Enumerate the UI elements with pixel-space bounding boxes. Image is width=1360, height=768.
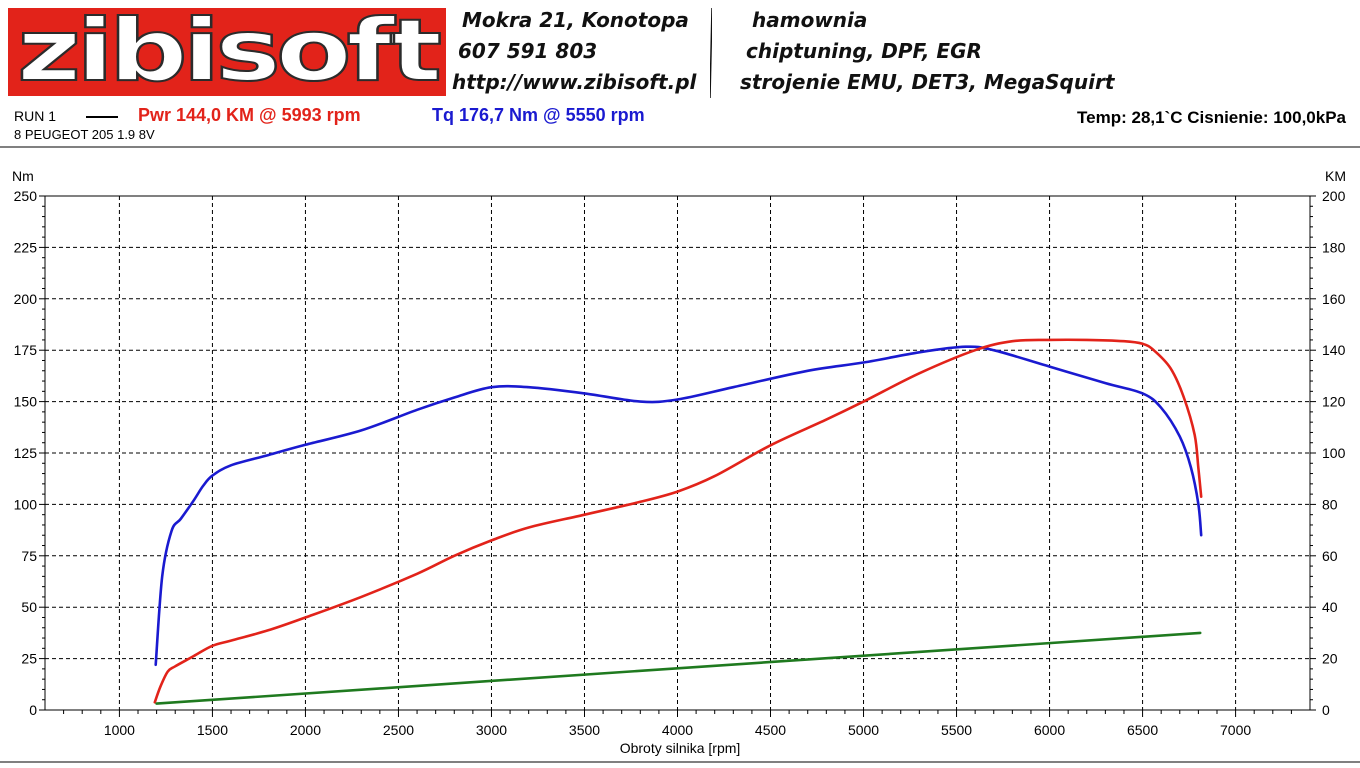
series-tq-line bbox=[154, 345, 1203, 667]
x-tick-label: 2500 bbox=[383, 722, 414, 738]
y-left-tick-label: 25 bbox=[21, 651, 37, 667]
x-tick-label: 1500 bbox=[197, 722, 228, 738]
y-left-tick-label: 175 bbox=[14, 342, 38, 358]
y-right-tick-label: 160 bbox=[1322, 291, 1346, 307]
y-right-tick-label: 180 bbox=[1322, 239, 1346, 255]
service-tuning-text: strojenie EMU, DET3, MegaSquirt bbox=[740, 70, 1115, 94]
y-right-tick-label: 20 bbox=[1322, 651, 1338, 667]
service-dyno-text: hamownia bbox=[752, 8, 868, 32]
run-label: RUN 1 bbox=[14, 108, 57, 124]
x-tick-label: 6000 bbox=[1034, 722, 1065, 738]
power-summary: Pwr 144,0 KM @ 5993 rpm bbox=[138, 105, 361, 125]
y-axis-left-label: Nm bbox=[12, 168, 34, 184]
logo-lettering: zibisoft bbox=[16, 8, 446, 96]
x-tick-label: 2000 bbox=[290, 722, 321, 738]
y-right-tick-label: 200 bbox=[1322, 188, 1346, 204]
x-tick-label: 3500 bbox=[569, 722, 600, 738]
x-tick-label: 6500 bbox=[1127, 722, 1158, 738]
header-divider bbox=[710, 8, 712, 98]
y-left-tick-label: 50 bbox=[21, 599, 37, 615]
y-right-tick-label: 120 bbox=[1322, 394, 1346, 410]
y-right-tick-label: 60 bbox=[1322, 548, 1338, 564]
axis-ticks: 1000 1500 2000 2500 3000 3500 4000 4500 5000 5500… bbox=[14, 188, 1346, 738]
series-layer bbox=[153, 338, 1203, 705]
series-2-line bbox=[155, 631, 1202, 705]
phone-text: 607 591 803 bbox=[458, 39, 598, 63]
y-left-tick-label: 75 bbox=[21, 548, 37, 564]
run-legend-line bbox=[86, 116, 118, 118]
torque-summary: Tq 176,7 Nm @ 5550 rpm bbox=[432, 105, 645, 125]
environment-summary: Temp: 28,1`C Cisnienie: 100,0kPa bbox=[1077, 108, 1346, 127]
website-link[interactable]: http://www.zibisoft.pl bbox=[452, 70, 697, 94]
y-left-tick-label: 200 bbox=[14, 291, 38, 307]
y-right-tick-label: 40 bbox=[1322, 599, 1338, 615]
x-tick-label: 1000 bbox=[104, 722, 135, 738]
series-pwr-line bbox=[153, 338, 1203, 704]
zibisoft-logo: zibisoft bbox=[8, 8, 446, 96]
x-tick-label: 5000 bbox=[848, 722, 879, 738]
y-right-tick-label: 0 bbox=[1322, 702, 1330, 718]
address-text: Mokra 21, Konotopa bbox=[462, 8, 689, 32]
y-left-tick-label: 0 bbox=[29, 702, 37, 718]
x-tick-label: 3000 bbox=[476, 722, 507, 738]
y-left-tick-label: 125 bbox=[14, 445, 38, 461]
y-right-tick-label: 100 bbox=[1322, 445, 1346, 461]
y-left-tick-label: 225 bbox=[14, 239, 38, 255]
y-axis-right-label: KM bbox=[1325, 168, 1346, 184]
y-right-tick-label: 140 bbox=[1322, 342, 1346, 358]
grid bbox=[45, 196, 1310, 710]
y-left-tick-label: 100 bbox=[14, 496, 38, 512]
x-tick-label: 4000 bbox=[662, 722, 693, 738]
y-left-tick-label: 150 bbox=[14, 394, 38, 410]
x-tick-label: 7000 bbox=[1220, 722, 1251, 738]
service-chiptuning-text: chiptuning, DPF, EGR bbox=[746, 39, 982, 63]
y-right-tick-label: 80 bbox=[1322, 496, 1338, 512]
x-axis-label: Obroty silnika [rpm] bbox=[620, 740, 741, 756]
vehicle-label: 8 PEUGEOT 205 1.9 8V bbox=[14, 127, 155, 142]
y-left-tick-label: 250 bbox=[14, 188, 38, 204]
x-tick-label: 5500 bbox=[941, 722, 972, 738]
svg-text:zibisoft: zibisoft bbox=[17, 8, 441, 96]
x-tick-label: 4500 bbox=[755, 722, 786, 738]
